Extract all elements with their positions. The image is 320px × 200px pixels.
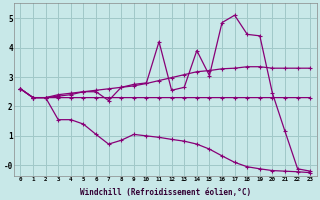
X-axis label: Windchill (Refroidissement éolien,°C): Windchill (Refroidissement éolien,°C)	[80, 188, 251, 197]
